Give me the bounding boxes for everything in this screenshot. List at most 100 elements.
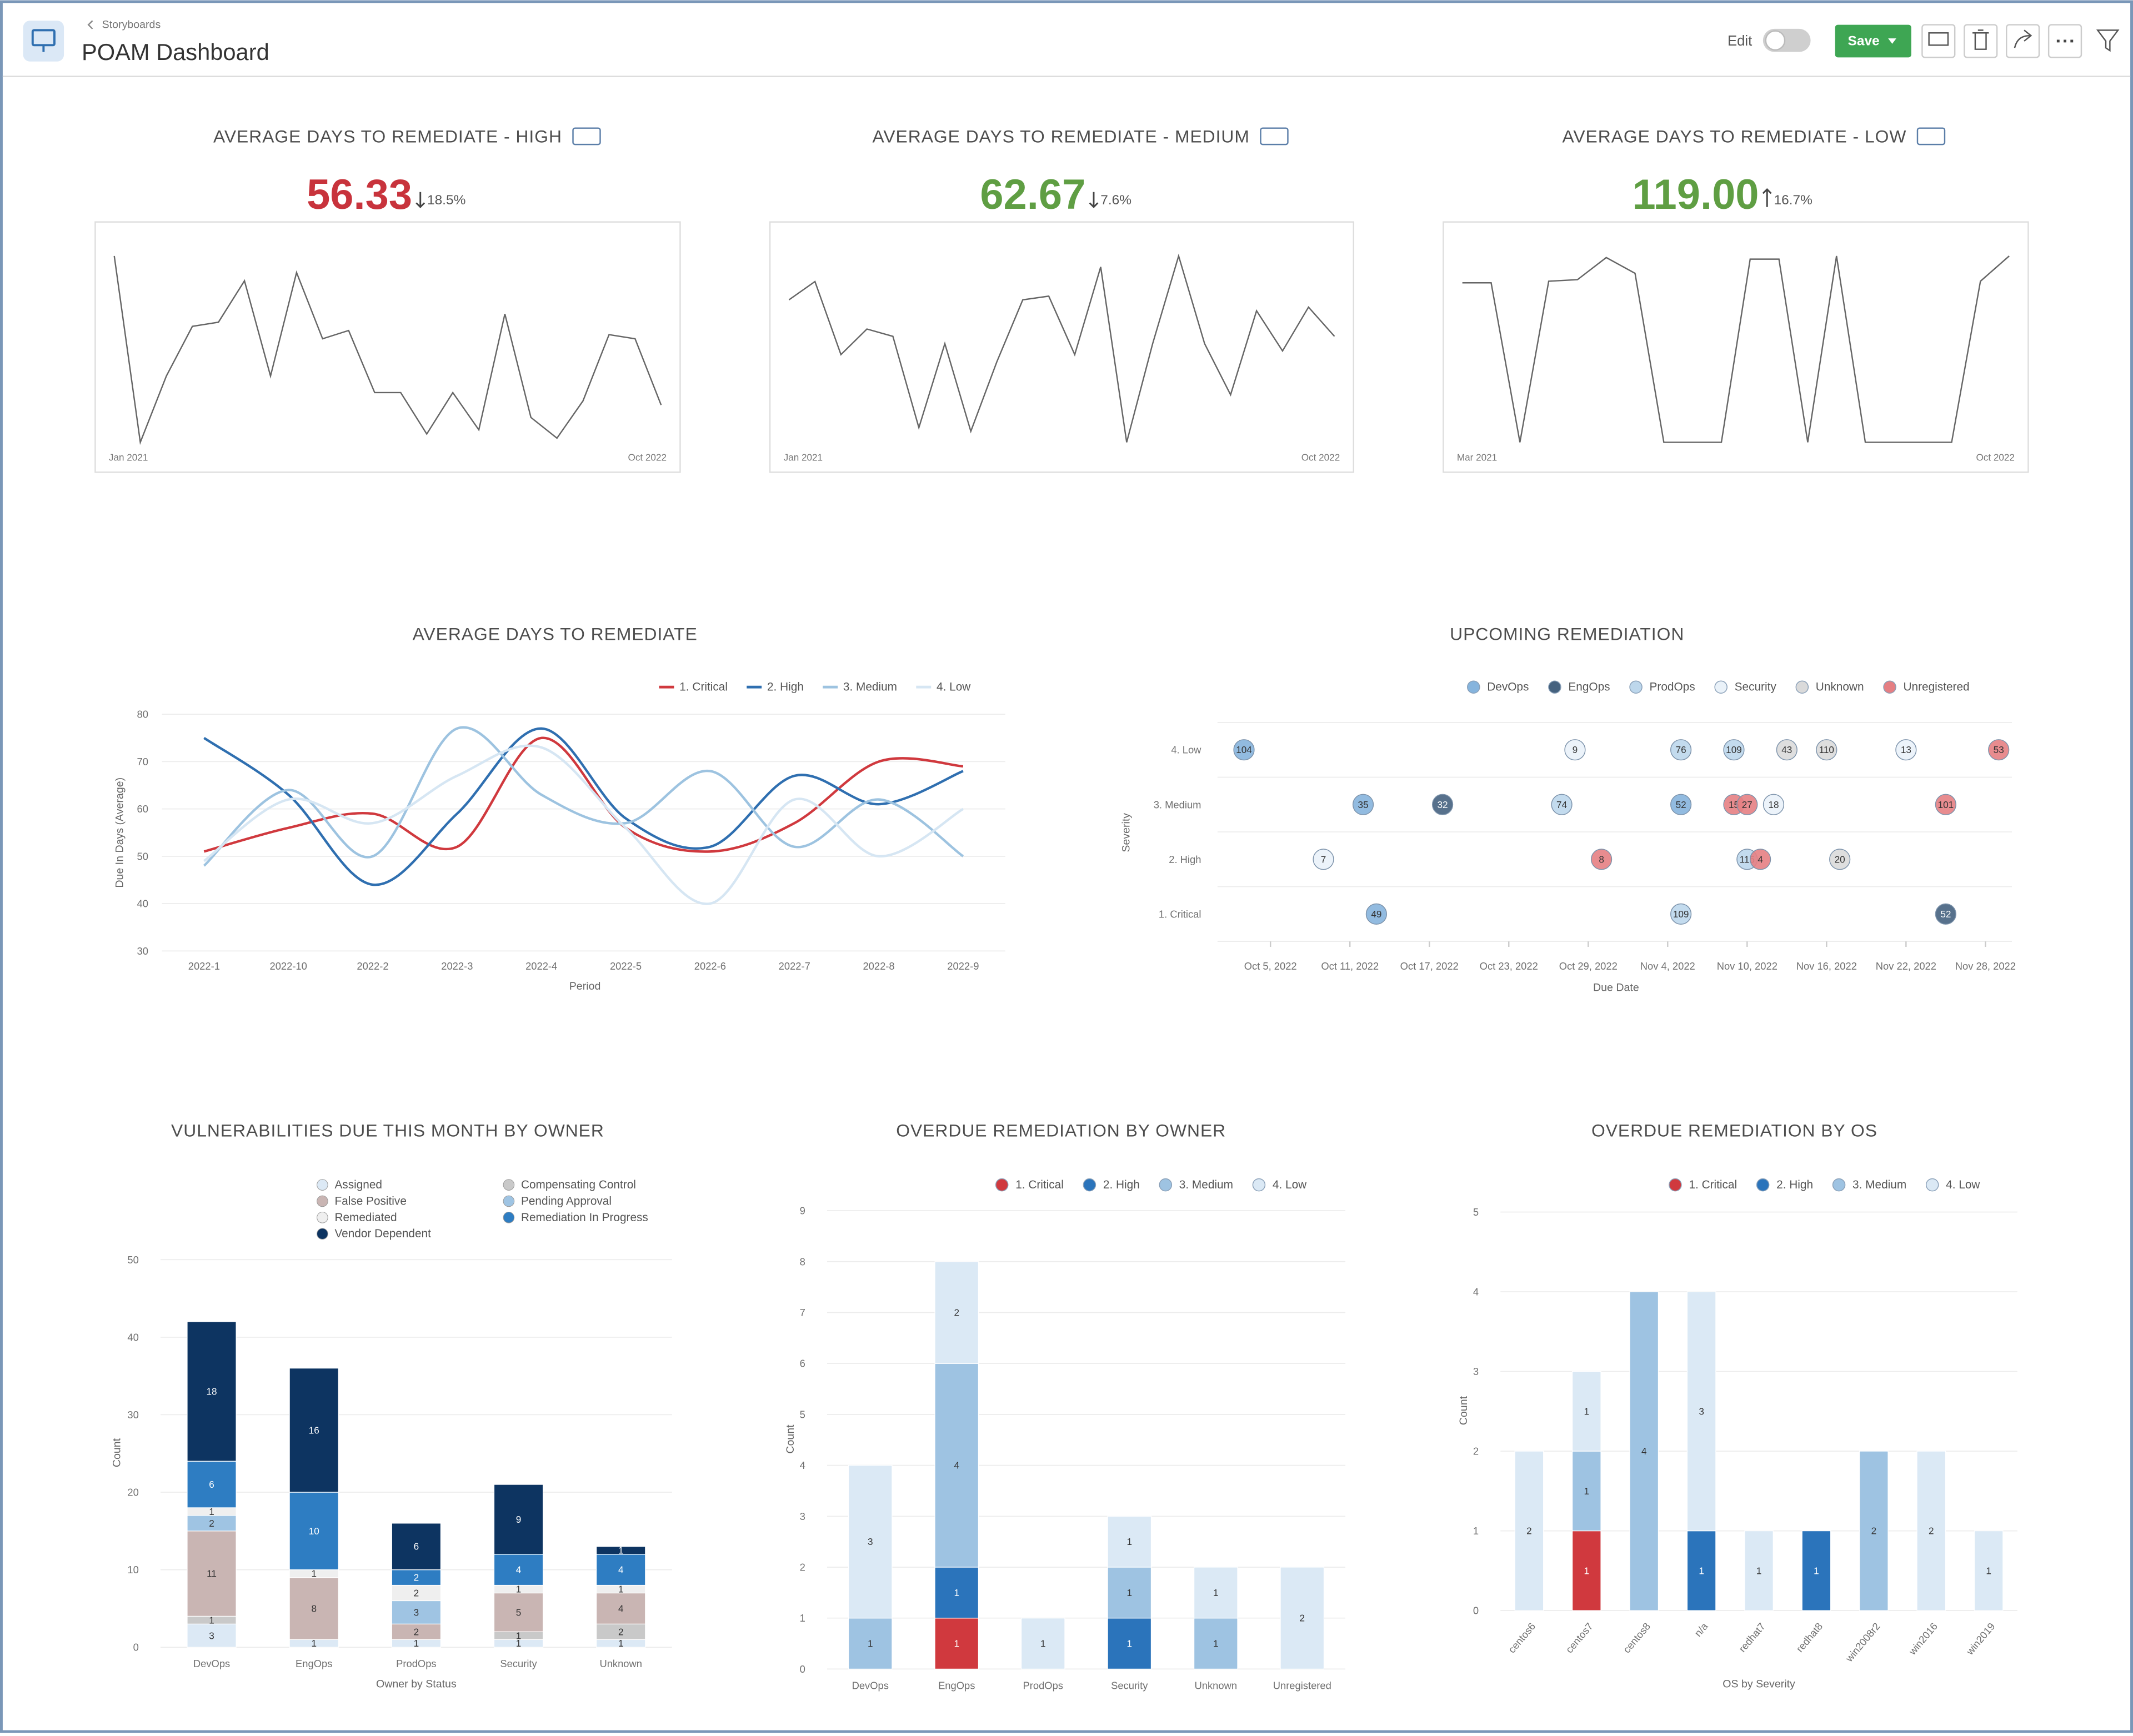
bar-value-label: 1 bbox=[1814, 1565, 1819, 1576]
x-tick-label: Security bbox=[500, 1658, 537, 1669]
bar-segment bbox=[1514, 1451, 1544, 1611]
x-tick-label: Unknown bbox=[1195, 1679, 1238, 1691]
x-tick-label: 2022-8 bbox=[863, 960, 894, 972]
bar-value-label: 16 bbox=[309, 1424, 319, 1436]
x-tick-label: 2022-10 bbox=[269, 960, 307, 972]
bar-segment bbox=[934, 1261, 979, 1364]
bubble-label: 109 bbox=[1673, 909, 1689, 920]
delete-icon bbox=[1972, 29, 1989, 50]
bubble-label: 27 bbox=[1742, 799, 1753, 810]
bubble bbox=[1723, 739, 1745, 761]
bar-value-label: 3 bbox=[1699, 1406, 1704, 1417]
kpi-badge[interactable] bbox=[572, 127, 601, 145]
x-tick-label: ProdOps bbox=[1023, 1679, 1063, 1691]
legend: 1. Critical 2. High 3. Medium 4. Low bbox=[1669, 1178, 1980, 1192]
kpi-change-arrow bbox=[415, 192, 425, 208]
page-title: POAM Dashboard bbox=[82, 39, 269, 65]
bar-value-label: 11 bbox=[207, 1568, 217, 1579]
bar-segment bbox=[596, 1546, 646, 1555]
bar-segment bbox=[848, 1464, 893, 1619]
bar-value-label: 9 bbox=[516, 1514, 522, 1525]
y-tick-label: 70 bbox=[137, 756, 148, 767]
bar-segment bbox=[493, 1554, 544, 1586]
bar-segment bbox=[391, 1569, 442, 1586]
legend-label: Assigned bbox=[334, 1178, 382, 1191]
legend-marker bbox=[1883, 680, 1896, 694]
bar-segment bbox=[1193, 1618, 1238, 1670]
x-tick-label: DevOps bbox=[852, 1679, 889, 1691]
bar-value-label: 1 bbox=[516, 1630, 522, 1641]
bar-value-label: 1 bbox=[1756, 1565, 1762, 1576]
y-tick-label: 3 bbox=[800, 1511, 805, 1522]
bar-value-label: 4 bbox=[618, 1564, 624, 1576]
x-tick-label: 2022-4 bbox=[525, 960, 557, 972]
x-tick-label: Oct 17, 2022 bbox=[1400, 960, 1459, 972]
y-tick-label: 40 bbox=[127, 1331, 138, 1343]
app-icon[interactable] bbox=[23, 21, 64, 62]
legend-marker bbox=[1252, 1178, 1266, 1192]
save-caret bbox=[1888, 38, 1896, 44]
x-tick-label: Oct 29, 2022 bbox=[1559, 960, 1618, 972]
legend-label: Pending Approval bbox=[521, 1195, 612, 1207]
legend-label: Remediated bbox=[334, 1211, 397, 1224]
bar-value-label: 1 bbox=[1986, 1565, 1991, 1576]
legend-marker bbox=[1925, 1178, 1939, 1192]
bar-value-label: 6 bbox=[209, 1479, 214, 1490]
y-tick-label: 30 bbox=[137, 945, 148, 957]
bar-value-label: 8 bbox=[311, 1603, 317, 1614]
bar-segment bbox=[1859, 1451, 1889, 1611]
legend-label: 2. High bbox=[1103, 1178, 1140, 1191]
x-tick-label: Oct 11, 2022 bbox=[1321, 960, 1379, 972]
share-button[interactable] bbox=[2006, 24, 2040, 58]
bubble-label: 15 bbox=[1729, 799, 1739, 810]
x-tick-label: 2022-7 bbox=[779, 960, 810, 972]
x-tick-label: ProdOps bbox=[396, 1658, 436, 1669]
bar-value-label: 1 bbox=[209, 1506, 214, 1517]
legend-label: Vendor Dependent bbox=[334, 1227, 431, 1240]
save-button[interactable] bbox=[1835, 24, 1911, 58]
chart-title: VULNERABILITIES DUE THIS MONTH BY OWNER bbox=[171, 1121, 604, 1141]
legend-label: 2. High bbox=[767, 681, 804, 694]
y-tick-label: 0 bbox=[133, 1642, 139, 1653]
kpi-badge[interactable] bbox=[1260, 127, 1289, 145]
legend-marker bbox=[1669, 1178, 1682, 1192]
legend: Assigned Compensating Control False Positi… bbox=[317, 1178, 648, 1240]
y-tick-label: 50 bbox=[137, 850, 148, 862]
bubble bbox=[1736, 794, 1758, 815]
x-axis-title: Due Date bbox=[1593, 981, 1639, 994]
filter-button[interactable] bbox=[2096, 29, 2120, 52]
kpi-badge[interactable] bbox=[1916, 127, 1946, 145]
toggle-knob bbox=[1765, 30, 1786, 51]
bar-segment bbox=[289, 1368, 339, 1493]
bar-value-label: 2 bbox=[1871, 1526, 1877, 1537]
x-axis-title: Period bbox=[569, 980, 601, 992]
x-tick-label: Nov 16, 2022 bbox=[1796, 960, 1857, 972]
bubble-label: 35 bbox=[1358, 799, 1369, 810]
bar-value-label: 1 bbox=[311, 1638, 317, 1649]
x-tick-label: Oct 5, 2022 bbox=[1244, 960, 1297, 972]
x-tick-label: Nov 4, 2022 bbox=[1640, 960, 1695, 972]
legend: DevOps EngOps ProdOps Security Unknown Unregi… bbox=[1466, 680, 1970, 694]
bubble-label: 18 bbox=[1768, 799, 1779, 810]
bar-segment bbox=[1020, 1618, 1065, 1670]
y-tick-label: 30 bbox=[127, 1409, 138, 1421]
bar-segment bbox=[1107, 1516, 1152, 1568]
present-button[interactable] bbox=[1921, 24, 1956, 58]
y-axis-title: Count bbox=[1458, 1396, 1470, 1425]
x-tick-label: EngOps bbox=[296, 1658, 332, 1669]
bar-value-label: 4 bbox=[516, 1564, 522, 1576]
bar-segment bbox=[934, 1567, 979, 1619]
bar-value-label: 1 bbox=[516, 1638, 522, 1649]
breadcrumb[interactable]: Storyboards bbox=[102, 19, 161, 31]
bar-value-label: 18 bbox=[207, 1386, 217, 1397]
y-tick-label: 5 bbox=[800, 1408, 805, 1420]
bubble-label: 8 bbox=[1599, 854, 1604, 865]
bar-value-label: 1 bbox=[1584, 1565, 1590, 1576]
x-tick-label: 2022-2 bbox=[357, 960, 388, 972]
bar-segment bbox=[1572, 1530, 1601, 1611]
back-chevron[interactable] bbox=[87, 20, 93, 29]
legend-label: Remediation In Progress bbox=[521, 1211, 648, 1224]
bubble bbox=[1763, 794, 1785, 815]
bar-value-label: 3 bbox=[414, 1607, 419, 1618]
bar-segment bbox=[1280, 1567, 1325, 1670]
